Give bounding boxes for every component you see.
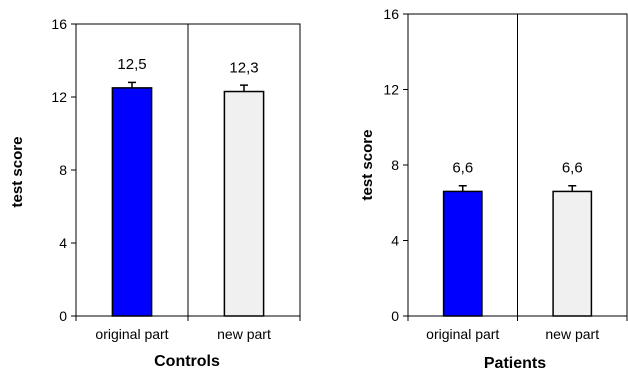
patients-data-label: 6,6 [452,159,473,176]
controls-y-tick-label: 16 [51,16,67,32]
patients-y-tick-label: 16 [383,6,399,22]
controls-category-label: new part [217,326,271,342]
patients-bar [442,190,483,317]
patients-chart-title: Patients [484,355,546,372]
patients-data-label: 6,6 [562,159,583,176]
controls-y-tick-label: 8 [59,162,67,178]
patients-y-tick-label: 4 [391,233,399,249]
controls-y-tick-label: 12 [51,89,67,105]
controls-y-axis-title: test score [9,137,26,208]
controls-bar [223,90,265,317]
patients-category-label: original part [426,326,499,342]
controls-category-label: original part [95,326,168,342]
controls-y-tick-label: 4 [59,235,67,251]
patients-panel: test score Patients 0 4 8 12 16 6,6 original p… [359,6,628,372]
controls-bar [111,87,153,317]
controls-chart-title: Controls [154,353,220,370]
controls-data-label: 12,3 [229,60,258,77]
patients-y-tick-label: 8 [391,157,399,173]
patients-bar [552,190,593,317]
patients-y-axis-title: test score [359,130,376,201]
controls-data-label: 12,5 [117,56,146,73]
patients-y-tick-label: 0 [391,308,399,324]
patients-y-tick-label: 12 [383,82,399,98]
controls-y-tick-label: 0 [59,308,67,324]
controls-panel: test score Controls 0 4 8 12 16 12,5 original … [9,16,301,370]
patients-category-label: new part [545,326,599,342]
